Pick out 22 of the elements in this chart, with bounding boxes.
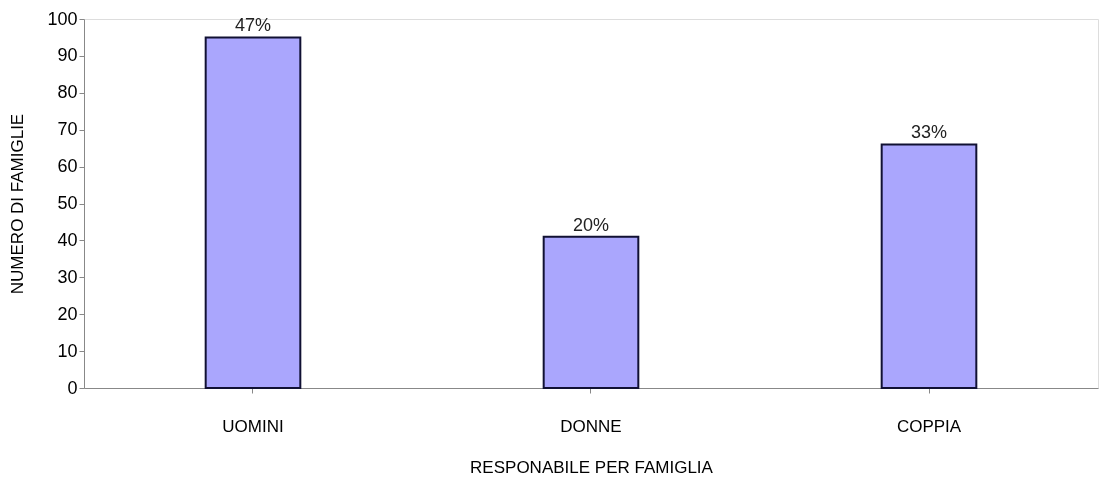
y-tick-label: 70 xyxy=(57,119,78,140)
x-axis-title: RESPONABILE PER FAMIGLIA xyxy=(470,457,714,477)
y-tick-label: 20 xyxy=(57,303,78,324)
bar xyxy=(204,36,302,389)
y-tick-label: 40 xyxy=(57,229,78,250)
annotation: 47% xyxy=(234,15,272,36)
y-tick-label: 0 xyxy=(67,377,78,398)
annotation: 33% xyxy=(910,122,948,143)
y-axis-title: NUMERO DI FAMIGLIE xyxy=(8,113,28,295)
annotation: 20% xyxy=(572,214,610,235)
x-tick-label: DONNE xyxy=(560,416,622,436)
y-tick-label: 60 xyxy=(57,156,78,177)
x-tick-label: COPPIA xyxy=(896,416,962,436)
y-tick-label: 50 xyxy=(57,193,78,213)
x-tick-label: UOMINI xyxy=(222,416,284,436)
y-tick-label: 30 xyxy=(57,266,78,287)
y-tick-label: 90 xyxy=(57,45,78,66)
y-tick-label: 80 xyxy=(57,82,78,103)
bar xyxy=(542,235,640,389)
y-tick-label: 100 xyxy=(47,8,78,29)
bar xyxy=(880,143,978,389)
y-tick-label: 10 xyxy=(57,340,78,361)
